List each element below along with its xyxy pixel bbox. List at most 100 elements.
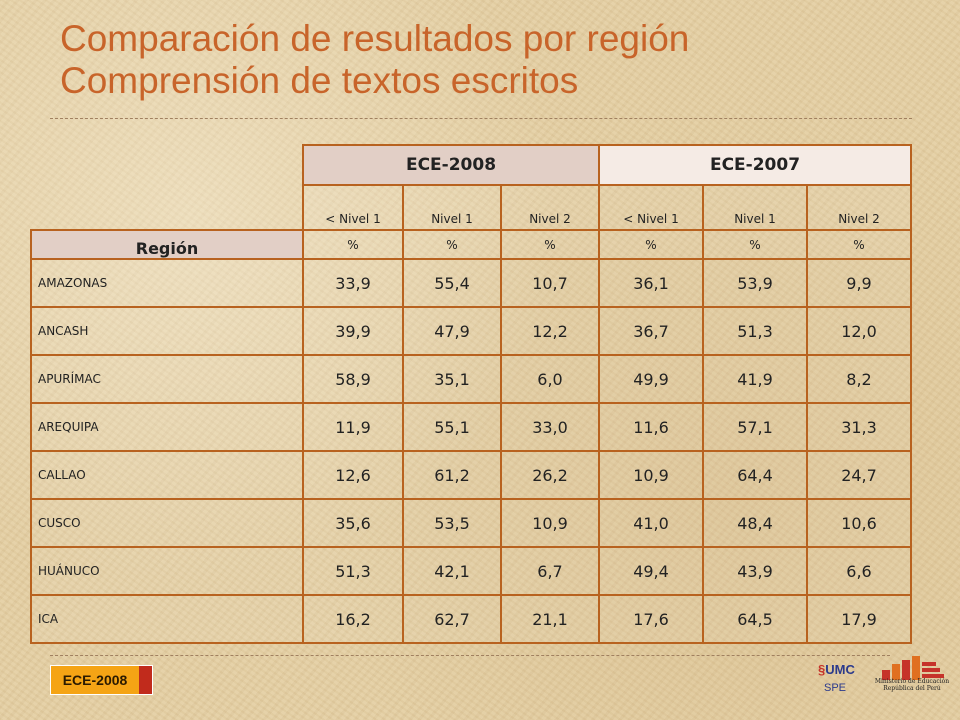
region-name: AMAZONAS: [30, 258, 304, 308]
title-line-1: Comparación de resultados por región: [60, 18, 690, 59]
region-name: APURÍMAC: [30, 354, 304, 404]
value-cell: 11,6: [598, 402, 704, 452]
table-row: AMAZONAS 33,9 55,4 10,7 36,1 53,9 9,9: [30, 258, 912, 308]
value-cell: 55,4: [402, 258, 502, 308]
value-cell: 26,2: [500, 450, 600, 500]
value-cell: 10,6: [806, 498, 912, 548]
value-cell: 12,2: [500, 306, 600, 356]
value-cell: 6,6: [806, 546, 912, 596]
value-cell: 55,1: [402, 402, 502, 452]
table-row: APURÍMAC 58,9 35,1 6,0 49,9 41,9 8,2: [30, 354, 912, 404]
value-cell: 41,0: [598, 498, 704, 548]
table-row: CALLAO 12,6 61,2 26,2 10,9 64,4 24,7: [30, 450, 912, 500]
unit-header: %: [500, 229, 600, 260]
value-cell: 10,7: [500, 258, 600, 308]
value-cell: 51,3: [302, 546, 404, 596]
value-cell: 31,3: [806, 402, 912, 452]
spe-label: SPE: [824, 682, 847, 694]
year-header-2007: ECE-2007: [598, 144, 912, 186]
value-cell: 48,4: [702, 498, 808, 548]
ministry-name: Ministerio de Educación: [874, 678, 950, 685]
value-cell: 58,9: [302, 354, 404, 404]
level-header: Nivel 2: [500, 184, 600, 231]
year-header-2008: ECE-2008: [302, 144, 600, 186]
table-row: HUÁNUCO 51,3 42,1 6,7 49,4 43,9 6,6: [30, 546, 912, 596]
value-cell: 16,2: [302, 594, 404, 644]
ministry-building-icon: [882, 656, 944, 680]
value-cell: 64,4: [702, 450, 808, 500]
value-cell: 64,5: [702, 594, 808, 644]
ministry-logo: Ministerio de Educación República del Pe…: [868, 652, 956, 708]
unit-header: %: [806, 229, 912, 260]
region-name: AREQUIPA: [30, 402, 304, 452]
value-cell: 21,1: [500, 594, 600, 644]
value-cell: 36,1: [598, 258, 704, 308]
value-cell: 24,7: [806, 450, 912, 500]
unit-header-row: Región % % % % % %: [30, 229, 912, 260]
value-cell: 35,6: [302, 498, 404, 548]
umc-swirl-icon: §: [818, 662, 826, 677]
results-table: ECE-2008 ECE-2007 < Nivel 1 Nivel 1 Nive…: [30, 144, 912, 644]
slide-title: Comparación de resultados por región Com…: [60, 18, 689, 102]
value-cell: 8,2: [806, 354, 912, 404]
unit-header: %: [402, 229, 502, 260]
value-cell: 47,9: [402, 306, 502, 356]
year-header-row: ECE-2008 ECE-2007: [31, 144, 912, 186]
value-cell: 10,9: [500, 498, 600, 548]
value-cell: 35,1: [402, 354, 502, 404]
level-header: Nivel 1: [402, 184, 502, 231]
value-cell: 11,9: [302, 402, 404, 452]
value-cell: 6,7: [500, 546, 600, 596]
value-cell: 17,9: [806, 594, 912, 644]
value-cell: 61,2: [402, 450, 502, 500]
value-cell: 33,0: [500, 402, 600, 452]
value-cell: 39,9: [302, 306, 404, 356]
umc-logo-icon: §UMC SPE: [818, 660, 868, 700]
unit-header: %: [702, 229, 808, 260]
value-cell: 49,9: [598, 354, 704, 404]
level-header: Nivel 1: [702, 184, 808, 231]
empty-corner: [31, 145, 303, 185]
value-cell: 17,6: [598, 594, 704, 644]
region-name: ICA: [30, 594, 304, 644]
value-cell: 57,1: [702, 402, 808, 452]
umc-text: UMC: [825, 662, 855, 677]
value-cell: 12,6: [302, 450, 404, 500]
unit-header: %: [598, 229, 704, 260]
table-row: AREQUIPA 11,9 55,1 33,0 11,6 57,1 31,3: [30, 402, 912, 452]
region-header: Región: [30, 229, 304, 260]
value-cell: 49,4: [598, 546, 704, 596]
bottom-divider: [50, 655, 890, 656]
value-cell: 10,9: [598, 450, 704, 500]
table-body: AMAZONAS 33,9 55,4 10,7 36,1 53,9 9,9 ANCASH 39,…: [30, 258, 912, 644]
level-header: Nivel 2: [806, 184, 912, 231]
region-name: CALLAO: [30, 450, 304, 500]
region-name: ANCASH: [30, 306, 304, 356]
value-cell: 6,0: [500, 354, 600, 404]
value-cell: 33,9: [302, 258, 404, 308]
level-header-row: < Nivel 1 Nivel 1 Nivel 2 < Nivel 1 Nive…: [31, 184, 912, 231]
level-header: < Nivel 1: [302, 184, 404, 231]
ministry-country: República del Perú: [883, 685, 941, 692]
unit-header: %: [302, 229, 404, 260]
value-cell: 53,5: [402, 498, 502, 548]
value-cell: 12,0: [806, 306, 912, 356]
badge-label: ECE-2008: [51, 666, 139, 694]
empty-corner: [31, 185, 303, 230]
value-cell: 41,9: [702, 354, 808, 404]
value-cell: 51,3: [702, 306, 808, 356]
value-cell: 9,9: [806, 258, 912, 308]
value-cell: 62,7: [402, 594, 502, 644]
value-cell: 43,9: [702, 546, 808, 596]
ece-badge: ECE-2008: [50, 665, 153, 695]
title-line-2: Comprensión de textos escritos: [60, 60, 579, 101]
table-row: ICA 16,2 62,7 21,1 17,6 64,5 17,9: [30, 594, 912, 644]
table-row: CUSCO 35,6 53,5 10,9 41,0 48,4 10,6: [30, 498, 912, 548]
table-row: ANCASH 39,9 47,9 12,2 36,7 51,3 12,0: [30, 306, 912, 356]
value-cell: 36,7: [598, 306, 704, 356]
region-name: CUSCO: [30, 498, 304, 548]
value-cell: 42,1: [402, 546, 502, 596]
region-name: HUÁNUCO: [30, 546, 304, 596]
top-divider: [50, 118, 912, 119]
value-cell: 53,9: [702, 258, 808, 308]
